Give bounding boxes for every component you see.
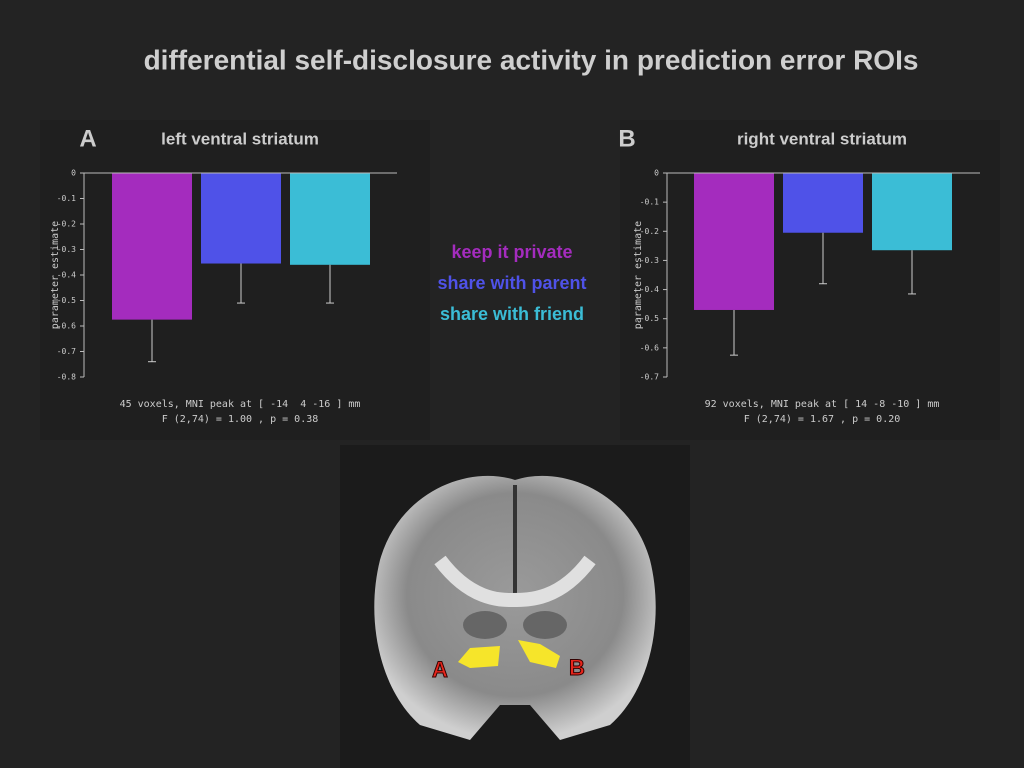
y-tick-label: -0.1 — [57, 194, 76, 203]
bar — [872, 173, 952, 251]
y-tick-label: -0.7 — [640, 373, 659, 382]
panel-label: A — [79, 125, 96, 152]
y-axis-label: parameter estimate — [50, 221, 61, 329]
y-tick-label: 0 — [71, 169, 76, 178]
bar — [694, 173, 774, 310]
y-tick-label: -0.1 — [640, 198, 659, 207]
legend-entry: keep it private — [451, 242, 572, 262]
brain: A B — [374, 475, 656, 740]
y-tick-label: -0.7 — [57, 347, 76, 356]
y-tick-label: -0.3 — [57, 245, 76, 254]
legend-entry: share with parent — [437, 273, 586, 293]
bar — [783, 173, 863, 233]
y-axis-label: parameter estimate — [633, 221, 644, 329]
chart-title: right ventral striatum — [737, 129, 907, 148]
panel-bg — [40, 120, 430, 440]
footnote: F (2,74) = 1.67 , p = 0.20 — [744, 414, 901, 425]
brain-label: B — [569, 655, 585, 680]
footnote: F (2,74) = 1.00 , p = 0.38 — [162, 414, 319, 425]
y-tick-label: -0.3 — [640, 256, 659, 265]
slide-title: differential self-disclosure activity in… — [144, 44, 919, 75]
y-tick-label: -0.6 — [640, 343, 659, 352]
panel-bg — [620, 120, 1000, 440]
y-tick-label: 0 — [654, 169, 659, 178]
legend-entry: share with friend — [440, 304, 584, 324]
y-tick-label: -0.2 — [640, 227, 659, 236]
y-tick-label: -0.8 — [57, 373, 76, 382]
brain-label: A — [432, 657, 448, 682]
y-tick-label: -0.4 — [57, 271, 76, 280]
chart-title: left ventral striatum — [161, 129, 319, 148]
bar — [290, 173, 370, 265]
y-tick-label: -0.4 — [640, 285, 659, 294]
bar — [201, 173, 281, 264]
panel-label: B — [618, 125, 635, 152]
y-tick-label: -0.5 — [640, 314, 659, 323]
y-tick-label: -0.6 — [57, 322, 76, 331]
footnote: 92 voxels, MNI peak at [ 14 -8 -10 ] mm — [705, 399, 940, 410]
y-tick-label: -0.5 — [57, 296, 76, 305]
y-tick-label: -0.2 — [57, 220, 76, 229]
bar — [112, 173, 192, 320]
footnote: 45 voxels, MNI peak at [ -14 4 -16 ] mm — [120, 399, 361, 410]
